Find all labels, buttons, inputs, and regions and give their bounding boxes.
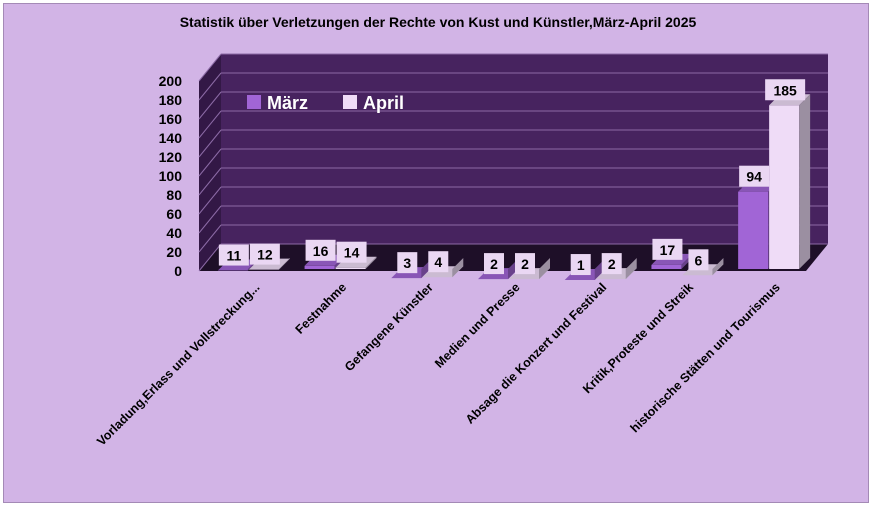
data-label: 6 <box>695 252 703 268</box>
bar-chart: Statistik über Verletzungen der Rechte v… <box>94 14 828 448</box>
data-label: 94 <box>746 169 762 185</box>
data-label-box <box>570 254 591 276</box>
y-tick-label: 160 <box>159 111 183 127</box>
y-tick-label: 200 <box>159 73 183 89</box>
bar <box>738 191 769 269</box>
bar-side <box>365 256 377 269</box>
y-tick-label: 0 <box>174 263 182 279</box>
gridline-side <box>198 53 222 82</box>
data-label-box <box>688 249 709 271</box>
chart-title: Statistik über Verletzungen der Rechte v… <box>180 14 697 30</box>
bar-side <box>625 258 637 280</box>
data-label: 2 <box>490 256 498 272</box>
data-label-box <box>218 244 249 266</box>
gridlines <box>198 53 828 272</box>
x-tick-label: Gefangene Künstler <box>342 280 436 374</box>
data-label: 4 <box>434 254 442 270</box>
bar-side <box>799 94 811 269</box>
bar-side <box>452 258 464 278</box>
gridline-side <box>198 224 222 253</box>
data-label-box <box>249 243 280 265</box>
gridline-side <box>198 243 222 272</box>
data-label-box <box>336 241 367 263</box>
x-tick-label: Vorladung,Erlass und Vollstreckung... <box>94 280 262 448</box>
gridline-side <box>198 205 222 234</box>
y-tick-label: 120 <box>159 149 183 165</box>
gridline-side <box>198 129 222 158</box>
data-label: 16 <box>313 243 329 259</box>
gridline-side <box>198 186 222 215</box>
data-label: 3 <box>403 255 411 271</box>
gridline-side <box>198 148 222 177</box>
data-label-box <box>484 253 504 275</box>
data-label-box <box>397 252 418 274</box>
bar <box>651 264 682 269</box>
y-tick-label: 100 <box>159 168 183 184</box>
legend: März April <box>247 93 404 113</box>
y-tick-label: 80 <box>166 187 182 203</box>
bar-side <box>539 258 550 280</box>
data-label-box <box>305 239 336 261</box>
gridline-side <box>198 72 222 101</box>
data-label-box <box>652 238 683 260</box>
bar <box>335 267 366 269</box>
data-label: 1 <box>577 257 585 273</box>
legend-swatch <box>343 95 357 109</box>
gridline-side <box>198 91 222 120</box>
gridline-side <box>198 110 222 139</box>
data-label: 185 <box>773 82 797 98</box>
y-tick-label: 20 <box>166 244 182 260</box>
gridline-side <box>198 167 222 196</box>
bar <box>304 265 335 269</box>
bar-side <box>278 258 290 270</box>
data-label-box <box>765 79 806 101</box>
x-tick-label: Medien und Presse <box>432 280 522 370</box>
bar <box>769 105 800 269</box>
x-tick-label: historische Stätten und Tourismus <box>628 280 783 435</box>
data-label-box <box>739 165 770 187</box>
y-tick-label: 180 <box>159 92 183 108</box>
legend-label: April <box>363 93 404 113</box>
data-label: 11 <box>226 248 241 264</box>
x-axis-labels: Vorladung,Erlass und Vollstreckung... Fes… <box>94 280 783 448</box>
x-tick-label: Absage die Konzert und Festival <box>463 280 609 426</box>
data-label: 17 <box>660 242 676 258</box>
y-tick-label: 60 <box>166 206 182 222</box>
bar-side <box>712 258 724 276</box>
data-label: 12 <box>257 247 273 263</box>
y-tick-label: 40 <box>166 225 182 241</box>
legend-swatch <box>247 95 261 109</box>
plot-walls <box>199 54 828 271</box>
y-axis-ticks: 0 20 40 60 80 100 120 140 160 180 200 <box>159 73 183 279</box>
data-label: 2 <box>608 256 616 272</box>
data-label: 2 <box>521 256 529 272</box>
legend-label: März <box>267 93 308 113</box>
data-label-box <box>428 251 449 273</box>
chart-frame: Statistik über Verletzungen der Rechte v… <box>3 3 869 503</box>
data-label-box <box>601 253 622 275</box>
data-label-box <box>515 253 535 275</box>
x-tick-label: Festnahme <box>293 280 350 337</box>
data-label: 14 <box>344 245 360 261</box>
y-tick-label: 140 <box>159 130 183 146</box>
